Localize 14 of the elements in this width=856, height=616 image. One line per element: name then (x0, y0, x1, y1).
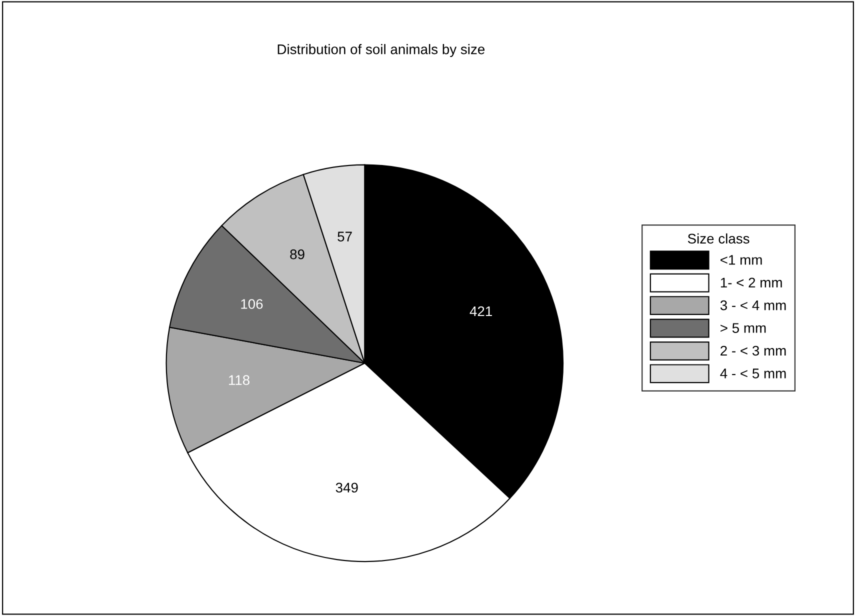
data-label: 57 (338, 232, 352, 242)
data-label: 118 (229, 375, 250, 385)
legend-label: 2 - < 3 mm (720, 346, 786, 356)
data-label: 106 (241, 299, 263, 309)
legend-label: 1- < 2 mm (720, 278, 782, 288)
data-label: 349 (336, 482, 358, 493)
legend-title: Size class (688, 233, 750, 244)
legend-label: 3 - < 4 mm (720, 300, 786, 310)
legend-label: > 5 mm (720, 323, 766, 333)
data-label: 89 (290, 249, 304, 260)
data-label: 421 (470, 306, 492, 316)
legend-label: 4 - < 5 mm (720, 368, 786, 378)
chart-title: Distribution of soil animals by size (278, 44, 485, 57)
legend-label: <1 mm (720, 255, 762, 265)
